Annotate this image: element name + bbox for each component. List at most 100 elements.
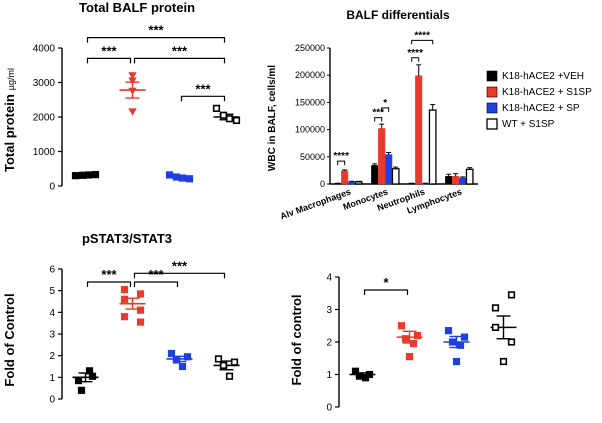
significance-label: *: [383, 275, 389, 290]
y-axis-unit: µg/ml: [6, 68, 16, 90]
y-axis-label-text: Fold of control: [289, 295, 304, 386]
data-point: [225, 115, 234, 123]
y-tick-label: 6: [49, 265, 55, 276]
y-tick-label: 4: [49, 308, 55, 319]
data-point: [136, 290, 145, 298]
chart-title: BALF differentials: [346, 8, 450, 22]
data-point: [167, 349, 176, 358]
bracket-line: [86, 37, 226, 43]
significance-bracket: ****: [333, 151, 349, 166]
data-point: [128, 108, 137, 116]
bar: [348, 181, 356, 185]
y-tick-label: 4: [326, 273, 332, 284]
chart-p1: Total BALF protein 0 1000 2000 3000 4000 Total…: [2, 0, 241, 193]
bracket-line: [86, 281, 132, 287]
legend: K18-hACE2 +VEH K18-hACE2 + S1SP K18-hACE2 …: [486, 70, 592, 130]
legend-swatch: [486, 102, 498, 114]
group-1: [119, 72, 146, 116]
y-tick-label: 1: [49, 373, 55, 384]
bracket-line: [133, 272, 226, 279]
y-tick-label: 4000: [33, 44, 56, 55]
group-2: [443, 327, 470, 366]
y-axis-label: Fold of control: [289, 295, 304, 386]
group-0: [349, 367, 376, 382]
y-tick-label: 2: [326, 338, 332, 349]
y-axis-label: WBC in BALF, cells/ml: [267, 65, 278, 171]
legend-swatch: [486, 86, 498, 98]
y-axis-label: Total protein µg/ml: [2, 68, 17, 172]
data-point: [85, 367, 94, 375]
y-axis-label-group: Fold of control: [289, 295, 304, 386]
bar: [452, 176, 460, 185]
significance-bracket: ****: [411, 30, 434, 45]
significance-label: ***: [195, 81, 211, 96]
significance-bracket: *: [381, 98, 390, 112]
group-0: [71, 171, 100, 180]
data-point: [365, 370, 374, 379]
significance-label: ***: [148, 23, 164, 38]
bar: [465, 168, 474, 185]
legend-swatch: [486, 70, 498, 82]
data-point: [232, 116, 241, 125]
bracket-line: [411, 39, 434, 45]
bar: [378, 128, 386, 185]
significance-bracket: ***: [86, 267, 132, 287]
data-point: [78, 171, 87, 179]
data-point: [128, 87, 137, 95]
significance-bracket: ***: [133, 43, 226, 64]
chart-p2: BALF differentials 0 50000 100000 150000 2000…: [267, 8, 592, 221]
significance-bracket: ****: [407, 48, 423, 62]
significance-label: *: [383, 98, 387, 109]
group-0: [72, 367, 99, 394]
y-tick-label: 0: [320, 179, 325, 189]
group-3: [212, 104, 241, 125]
bracket-line: [133, 57, 226, 64]
data-point: [120, 313, 129, 321]
data-point: [401, 335, 410, 343]
y-tick-label: 0: [326, 403, 332, 414]
data-point: [452, 357, 461, 366]
bar: [371, 165, 379, 185]
data-point: [183, 353, 192, 361]
data-point: [128, 77, 137, 85]
y-tick-label: 150000: [295, 97, 325, 107]
legend-label: K18-hACE2 + SP: [502, 103, 580, 114]
chart-p3: pSTAT3/STAT3 0 1 2 3 4 5 6 Fold of Control *** ***…: [2, 231, 240, 406]
data-point: [136, 318, 145, 326]
data-point: [214, 355, 223, 363]
group-3: [213, 355, 240, 380]
significance-bracket: ***: [86, 23, 226, 43]
data-point: [491, 304, 500, 312]
data-point: [128, 72, 137, 80]
bar: [354, 181, 363, 185]
y-axis-label-text: Fold of Control: [2, 293, 17, 386]
data-point: [413, 331, 422, 340]
chart-title: Total BALF protein: [79, 0, 195, 15]
data-point: [397, 322, 406, 330]
data-point: [178, 362, 187, 371]
data-point: [499, 357, 508, 366]
data-point: [77, 386, 86, 394]
bar: [445, 176, 453, 185]
significance-bracket: ***: [180, 81, 226, 102]
data-point: [456, 341, 465, 349]
legend-label: K18-hACE2 +VEH: [502, 71, 584, 82]
significance-label: ***: [101, 43, 117, 58]
bracket-line: [411, 57, 420, 62]
y-tick-label: 3: [326, 305, 332, 316]
y-tick-label: 1: [326, 370, 332, 381]
significance-bracket: ***: [133, 267, 179, 287]
y-tick-label: 100000: [295, 125, 325, 135]
bracket-line: [374, 117, 383, 122]
data-point: [136, 306, 145, 314]
chart-title: pSTAT3/STAT3: [82, 231, 172, 246]
bracket-line: [133, 281, 179, 287]
data-point: [225, 372, 234, 380]
data-point: [219, 361, 228, 370]
y-axis-label-text: Total protein: [2, 94, 17, 172]
data-point: [91, 171, 100, 179]
y-tick-label: 5: [49, 286, 55, 297]
significance-bracket: ***: [86, 43, 132, 64]
y-tick-label: 2000: [33, 113, 56, 124]
significance-label: ****: [407, 48, 423, 59]
